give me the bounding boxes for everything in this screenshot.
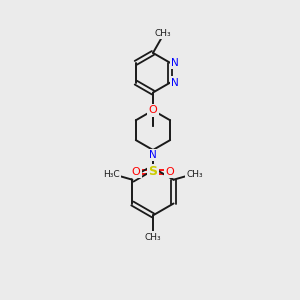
Text: O: O: [132, 167, 140, 177]
Text: S: S: [148, 165, 158, 178]
Text: N: N: [149, 150, 157, 160]
Text: O: O: [165, 167, 174, 177]
Text: CH₃: CH₃: [154, 28, 171, 38]
Text: H₃C: H₃C: [103, 170, 120, 179]
Text: O: O: [148, 105, 157, 116]
Text: N: N: [171, 78, 179, 88]
Text: N: N: [171, 58, 179, 68]
Text: CH₃: CH₃: [186, 170, 203, 179]
Text: CH₃: CH₃: [145, 233, 161, 242]
